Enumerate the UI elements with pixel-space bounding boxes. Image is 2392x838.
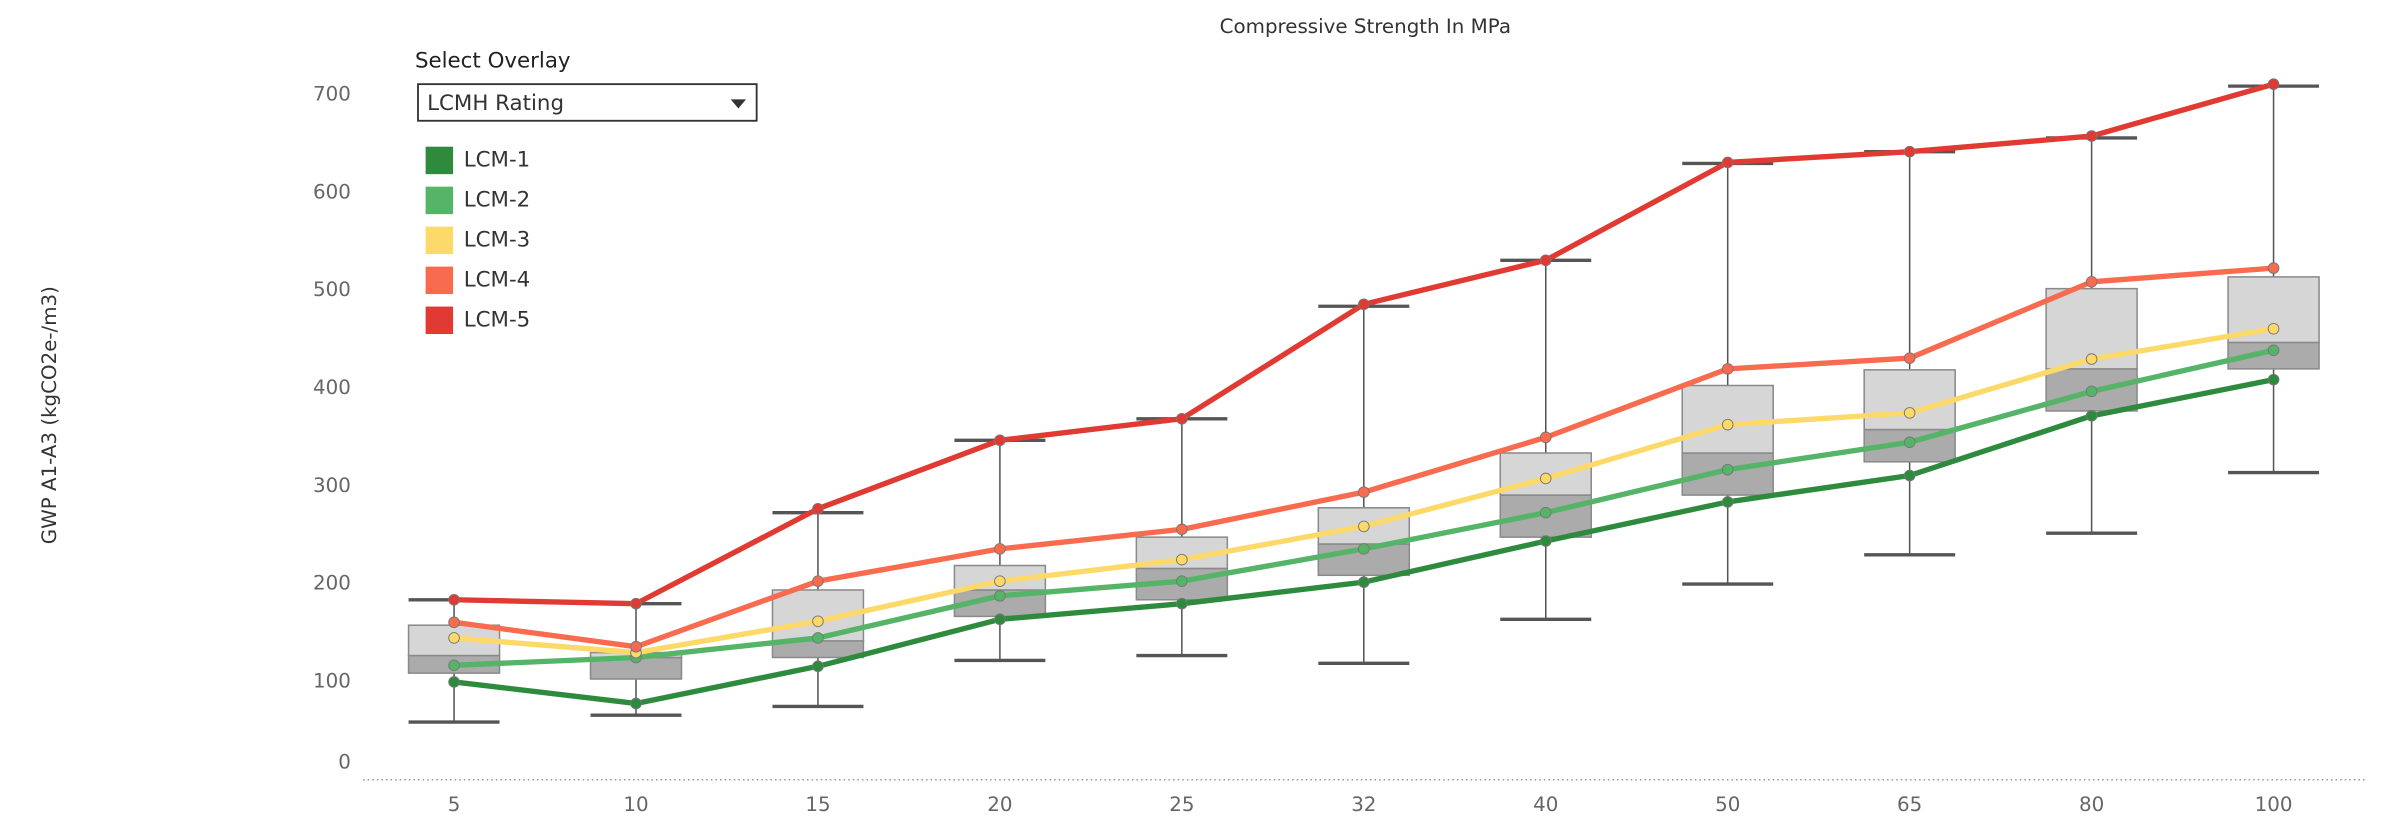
series-point bbox=[1903, 469, 1916, 482]
series-point bbox=[448, 593, 460, 606]
series-point bbox=[448, 676, 460, 688]
series-point bbox=[1358, 520, 1370, 533]
series-point bbox=[630, 597, 642, 610]
series-point bbox=[1176, 553, 1188, 566]
series-point bbox=[2267, 344, 2280, 357]
x-tick-label: 25 bbox=[1169, 793, 1194, 816]
series-point bbox=[630, 640, 642, 653]
legend-swatch bbox=[425, 186, 454, 215]
series-point bbox=[1358, 486, 1370, 498]
lines bbox=[448, 78, 2280, 710]
series-point bbox=[1539, 535, 1552, 547]
dropdown-box[interactable] bbox=[417, 83, 758, 122]
series-point bbox=[2085, 410, 2098, 422]
legend-label: LCM-3 bbox=[464, 227, 531, 252]
series-point bbox=[1903, 352, 1916, 364]
legend-label: LCM-4 bbox=[464, 267, 531, 292]
series-point bbox=[2267, 373, 2280, 386]
series-point bbox=[2085, 276, 2098, 288]
box-lower bbox=[1681, 452, 1774, 496]
series-point bbox=[1176, 523, 1188, 536]
series-point bbox=[2085, 130, 2098, 142]
y-tick-label: 500 bbox=[313, 278, 351, 301]
series-point bbox=[994, 543, 1006, 555]
y-tick-label: 200 bbox=[313, 572, 351, 595]
series-point bbox=[1903, 407, 1916, 419]
series-point bbox=[448, 616, 460, 629]
series-point bbox=[812, 632, 824, 644]
series-point bbox=[1539, 431, 1552, 444]
series-point bbox=[1539, 254, 1552, 267]
series-point bbox=[812, 660, 824, 673]
series-point bbox=[1721, 156, 1734, 169]
y-tick-label: 700 bbox=[313, 82, 351, 105]
x-tick-label: 50 bbox=[1715, 793, 1740, 816]
x-tick-label: 5 bbox=[448, 793, 461, 816]
series-point bbox=[994, 613, 1006, 626]
series-point bbox=[1358, 298, 1370, 311]
x-tick-label: 80 bbox=[2079, 793, 2104, 816]
series-point bbox=[448, 632, 460, 644]
legend-swatch bbox=[425, 266, 454, 295]
x-tick-label: 10 bbox=[623, 793, 648, 816]
series-point bbox=[630, 697, 642, 710]
y-tick-label: 0 bbox=[338, 751, 351, 774]
legend-swatch bbox=[425, 226, 454, 255]
y-tick-label: 100 bbox=[313, 669, 351, 692]
dropdown-value[interactable]: LCMH Rating bbox=[427, 91, 564, 116]
x-tick-label: 15 bbox=[805, 793, 830, 816]
series-point bbox=[1176, 597, 1188, 610]
series-point bbox=[2267, 262, 2280, 274]
series-point bbox=[1903, 145, 1916, 158]
overlay-dropdown[interactable]: LCMH Rating bbox=[417, 83, 758, 122]
series-point bbox=[1358, 576, 1370, 588]
series-point bbox=[1721, 418, 1734, 431]
series-point bbox=[1539, 506, 1552, 519]
series-point bbox=[994, 590, 1006, 602]
box-upper bbox=[1863, 369, 1956, 431]
legend-label: LCM-5 bbox=[464, 307, 531, 332]
series-point bbox=[812, 575, 824, 587]
series-point bbox=[1721, 496, 1734, 508]
chart-title: Compressive Strength In MPa bbox=[1220, 15, 1511, 38]
legend-label: LCM-1 bbox=[464, 147, 531, 172]
legend-swatch bbox=[425, 306, 454, 335]
y-tick-label: 300 bbox=[313, 474, 351, 497]
dropdown-arrow[interactable] bbox=[730, 99, 746, 109]
x-tick-label: 100 bbox=[2255, 793, 2293, 816]
y-tick-label: 600 bbox=[313, 180, 351, 203]
series-point bbox=[1176, 412, 1188, 425]
legend-swatch bbox=[425, 146, 454, 175]
series-point bbox=[812, 502, 824, 515]
legend-label: LCM-2 bbox=[464, 187, 531, 212]
x-tick-label: 32 bbox=[1351, 793, 1376, 816]
series-point bbox=[1176, 575, 1188, 587]
legend: LCM-1 LCM-2 LCM-3 LCM-4 LCM-5 bbox=[425, 146, 531, 335]
x-tick-label: 65 bbox=[1897, 793, 1922, 816]
series-point bbox=[448, 659, 460, 672]
series-point bbox=[1721, 363, 1734, 375]
series-point bbox=[1721, 463, 1734, 476]
series-point bbox=[994, 575, 1006, 587]
series-point bbox=[2267, 322, 2280, 335]
series-point bbox=[812, 615, 824, 628]
overlay-label: Select Overlay bbox=[415, 48, 571, 73]
x-tick-label: 40 bbox=[1533, 793, 1558, 816]
y-tick-label: 400 bbox=[313, 376, 351, 399]
series-point bbox=[994, 434, 1006, 447]
y-axis-label: GWP A1-A3 (kgCO2e-/m3) bbox=[38, 286, 61, 544]
series-point bbox=[1358, 543, 1370, 555]
series-point bbox=[2267, 78, 2280, 90]
series-point bbox=[1539, 472, 1552, 485]
series-point bbox=[2085, 353, 2098, 365]
series-point bbox=[2085, 385, 2098, 398]
x-tick-label: 20 bbox=[987, 793, 1012, 816]
series-point bbox=[1903, 436, 1916, 449]
